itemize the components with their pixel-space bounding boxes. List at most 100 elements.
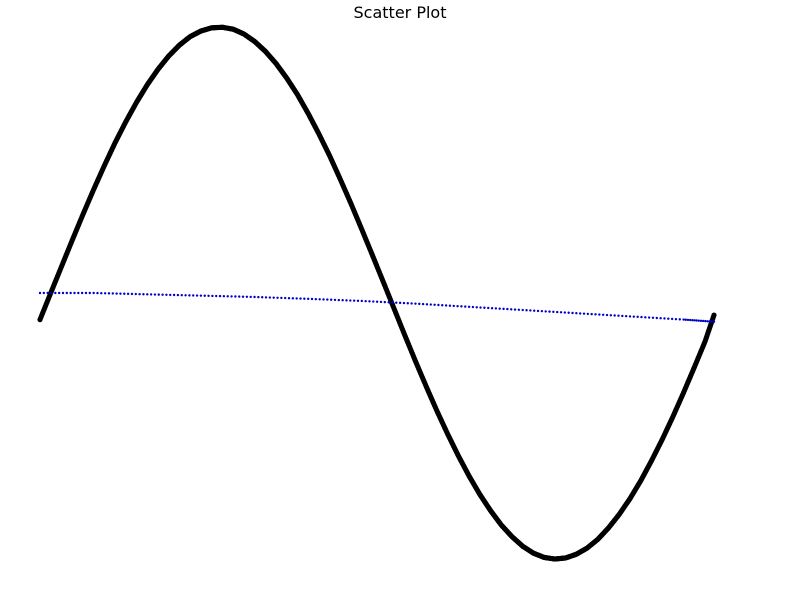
data-point (249, 295, 252, 299)
data-point (142, 293, 145, 296)
data-point (192, 294, 195, 297)
data-point (402, 301, 406, 305)
data-point (306, 297, 310, 301)
data-point (710, 320, 714, 323)
data-point (341, 299, 344, 302)
data-point (693, 319, 696, 322)
series-group (37, 24, 717, 562)
data-point (391, 301, 394, 304)
data-point (628, 315, 632, 318)
data-point (322, 298, 325, 301)
data-point (647, 316, 651, 319)
data-point (57, 291, 61, 295)
data-point (257, 295, 260, 299)
data-point (483, 306, 486, 309)
data-point (107, 292, 111, 295)
data-point (253, 295, 256, 299)
data-point (695, 319, 698, 322)
data-point (601, 313, 605, 317)
data-point (356, 299, 360, 303)
data-point (617, 314, 620, 317)
data-point (712, 320, 716, 323)
data-point (50, 291, 53, 295)
data-point (238, 295, 241, 298)
data-point (498, 307, 501, 310)
data-point (667, 317, 670, 320)
data-point (157, 293, 160, 296)
data-point (456, 304, 459, 308)
data-point (383, 300, 386, 304)
data-point (406, 302, 409, 305)
data-point (379, 300, 383, 304)
data-point (701, 319, 705, 323)
data-point (337, 298, 341, 302)
data-point (448, 304, 452, 307)
data-point (287, 296, 291, 300)
data-point (529, 309, 532, 312)
data-point (345, 299, 348, 302)
data-point (364, 299, 367, 303)
data-point (699, 319, 703, 323)
data-point (276, 296, 279, 299)
data-point (582, 312, 586, 315)
data-point (441, 304, 444, 307)
data-point (598, 313, 601, 316)
data-point (234, 295, 237, 298)
data-point (215, 294, 218, 298)
data-point (510, 308, 513, 311)
data-point (704, 319, 707, 323)
data-point (280, 296, 283, 300)
data-point (490, 307, 494, 310)
data-point (460, 305, 463, 308)
data-point (471, 305, 475, 309)
data-point (291, 297, 295, 300)
data-point (84, 291, 88, 295)
data-point (437, 303, 440, 307)
data-point (425, 303, 429, 306)
data-point (418, 302, 421, 306)
data-point (684, 318, 687, 321)
data-point (138, 292, 141, 296)
data-point (674, 317, 678, 321)
data-point (333, 298, 337, 302)
data-point (395, 301, 398, 304)
data-point (92, 291, 95, 295)
data-point (624, 314, 628, 318)
data-point (318, 298, 321, 301)
data-point (176, 293, 180, 297)
data-point (479, 306, 482, 309)
data-point (222, 295, 226, 298)
data-point (632, 315, 636, 318)
data-point (487, 306, 490, 310)
data-point (172, 293, 176, 297)
data-point (326, 298, 329, 301)
data-point (226, 295, 229, 298)
data-point (372, 300, 375, 303)
data-point (640, 315, 643, 319)
data-point (578, 312, 582, 315)
data-point (199, 294, 203, 297)
data-point (169, 293, 172, 297)
data-point (429, 303, 432, 306)
data-point (494, 307, 498, 310)
data-point (387, 301, 390, 304)
data-point (559, 311, 563, 314)
data-point (467, 305, 471, 309)
data-point (414, 302, 417, 305)
data-point (310, 297, 314, 301)
data-point (502, 307, 505, 311)
data-point (533, 309, 536, 312)
data-point (444, 304, 448, 307)
data-point (303, 297, 306, 300)
data-point (103, 292, 107, 295)
data-point (590, 312, 593, 316)
data-point (586, 312, 590, 316)
data-point (188, 294, 191, 297)
data-point (410, 302, 413, 305)
data-point (73, 291, 76, 295)
data-point (464, 305, 467, 308)
data-point (165, 293, 168, 297)
data-point (506, 307, 509, 311)
data-point (536, 309, 540, 313)
data-point (697, 319, 701, 322)
